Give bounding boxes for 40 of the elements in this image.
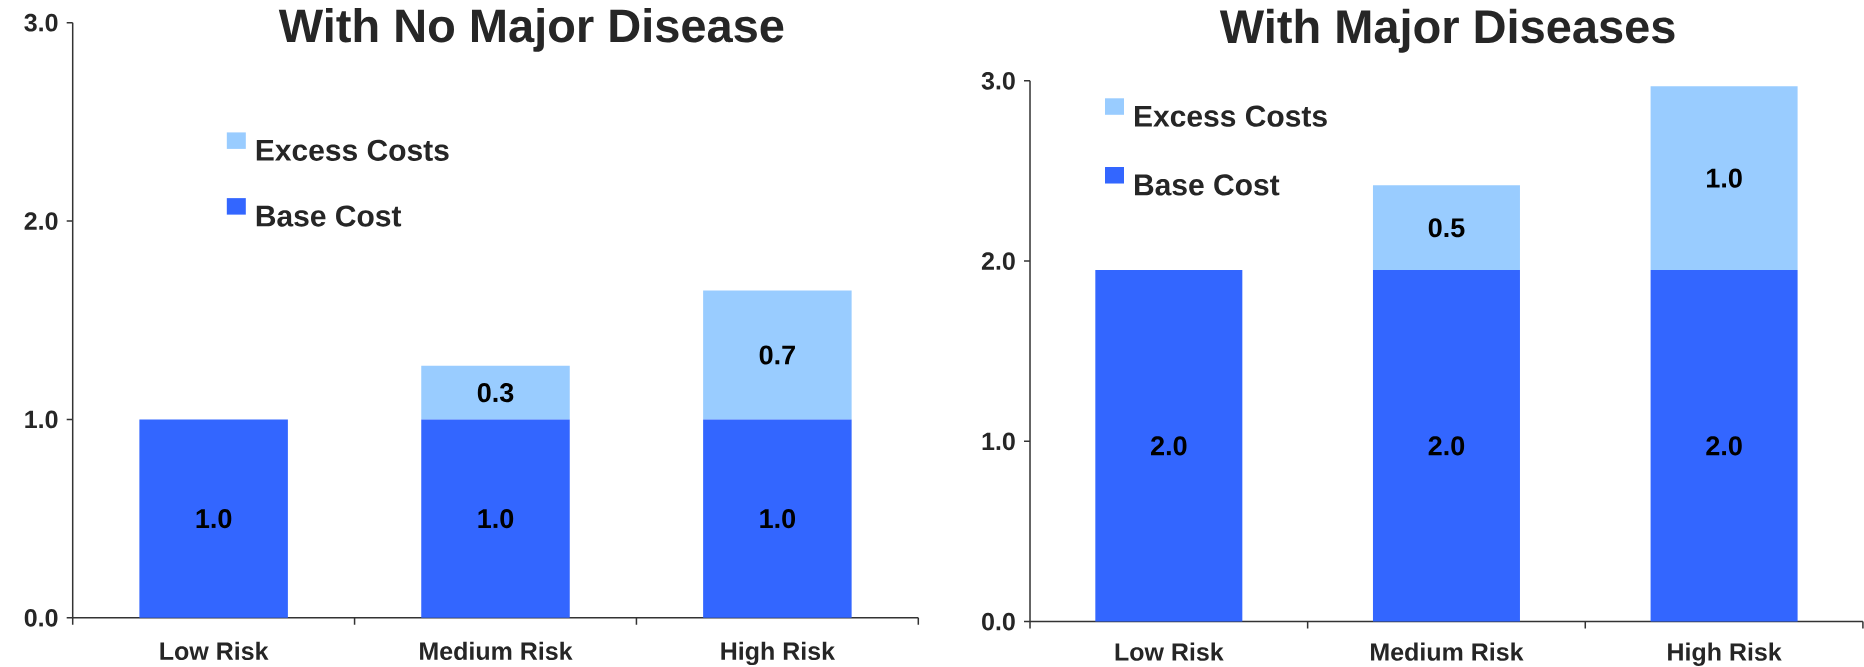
legend-label: Base Cost [1135,174,1280,196]
data-label: 0.3 [477,383,514,403]
data-label: 2.0 [1151,436,1187,456]
bar [1095,270,1243,622]
legend-label: Excess Costs [256,139,449,161]
x-tick-label: Low Risk [160,641,269,661]
x-tick-label: High Risk [1668,642,1782,666]
data-label: 2.0 [1428,436,1465,456]
y-tick-label: 1.0 [25,410,58,429]
bar [1650,86,1798,271]
bar [139,419,288,618]
chart-title: With No Major Disease [278,7,784,52]
bar [703,419,852,618]
y-tick-label: 2.0 [24,212,58,230]
y-tick-label: 1.0 [982,432,1015,451]
data-label: 0.5 [1428,218,1465,238]
data-label: 0.7 [759,345,795,365]
data-label: 1.0 [760,509,796,529]
bar [703,290,852,420]
chart-title: With Major Diseases [1219,8,1675,53]
y-tick-label: 0.0 [982,612,1015,631]
data-label: 2.0 [1706,436,1742,456]
bar [421,419,570,618]
y-tick-label: 0.0 [24,608,58,627]
x-tick-label: Low Risk [1115,642,1224,661]
bar [421,365,570,420]
legend-label: Excess Costs [1135,105,1327,127]
bar [1372,185,1520,271]
legend-label: Base Cost [256,205,402,227]
x-tick-label: High Risk [721,641,836,666]
x-tick-label: Medium Risk [1371,642,1524,661]
y-tick-label: 3.0 [24,13,58,32]
data-label: 1.0 [1707,168,1742,188]
x-tick-label: Medium Risk [420,641,573,661]
y-tick-label: 3.0 [981,71,1015,90]
data-label: 1.0 [478,509,514,529]
bar [1650,270,1798,622]
data-label: 1.0 [196,509,232,529]
y-tick-label: 2.0 [981,252,1015,270]
bar [1372,270,1520,622]
